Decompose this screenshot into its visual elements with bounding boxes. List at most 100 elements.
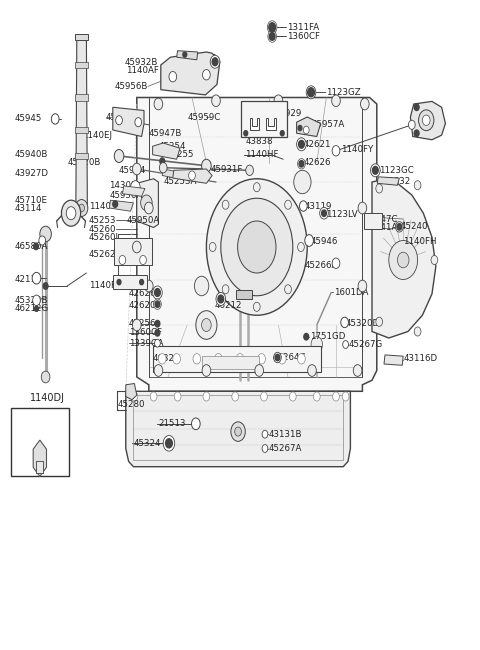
Polygon shape [109, 200, 133, 211]
Circle shape [221, 198, 293, 296]
Circle shape [342, 392, 349, 401]
Circle shape [280, 131, 284, 136]
Circle shape [408, 120, 415, 129]
Circle shape [159, 162, 167, 173]
Text: 45255: 45255 [167, 150, 194, 159]
Circle shape [193, 354, 201, 364]
Circle shape [166, 439, 172, 448]
Circle shape [308, 365, 316, 376]
Text: 43927D: 43927D [14, 169, 48, 178]
Text: 21513: 21513 [158, 419, 186, 428]
Polygon shape [266, 118, 276, 130]
Circle shape [79, 204, 84, 212]
Circle shape [269, 32, 275, 40]
Circle shape [267, 21, 277, 34]
Polygon shape [173, 169, 212, 183]
Circle shape [322, 210, 326, 216]
Circle shape [298, 242, 304, 252]
Circle shape [119, 255, 126, 265]
Circle shape [39, 236, 46, 245]
Circle shape [358, 202, 367, 214]
Text: 1430JB: 1430JB [109, 181, 140, 190]
Text: 45253: 45253 [89, 216, 116, 225]
Circle shape [218, 295, 224, 303]
Circle shape [192, 418, 200, 430]
Circle shape [132, 241, 141, 253]
Circle shape [144, 202, 153, 214]
Circle shape [414, 104, 419, 110]
Polygon shape [76, 39, 87, 208]
Circle shape [203, 70, 210, 80]
Text: 45323B: 45323B [14, 296, 48, 305]
Circle shape [183, 52, 187, 57]
Text: 46212: 46212 [215, 301, 242, 310]
Text: 43838: 43838 [246, 137, 273, 146]
Circle shape [376, 317, 383, 326]
Text: 46321: 46321 [153, 354, 180, 363]
Text: 46580A: 46580A [14, 242, 48, 251]
Circle shape [210, 55, 220, 68]
Circle shape [419, 110, 434, 131]
Circle shape [132, 163, 141, 175]
Text: 45260: 45260 [89, 225, 116, 234]
Circle shape [246, 165, 253, 176]
Circle shape [353, 365, 362, 376]
Polygon shape [33, 440, 47, 476]
Bar [36, 461, 43, 473]
Circle shape [203, 392, 210, 401]
Circle shape [232, 392, 239, 401]
Circle shape [298, 159, 305, 169]
Circle shape [358, 280, 367, 292]
Text: 43114: 43114 [14, 204, 42, 213]
Bar [113, 275, 147, 289]
Circle shape [160, 158, 165, 164]
Polygon shape [410, 101, 445, 140]
Circle shape [141, 195, 152, 211]
Circle shape [274, 95, 283, 107]
Text: 1140FC: 1140FC [89, 281, 122, 290]
Text: 42114: 42114 [14, 275, 42, 284]
Circle shape [222, 200, 229, 209]
Circle shape [32, 272, 41, 284]
Text: 45267A: 45267A [269, 444, 302, 453]
Circle shape [216, 292, 226, 306]
Text: 45260J: 45260J [89, 233, 119, 242]
Text: 1601DA: 1601DA [334, 288, 368, 297]
Text: 1140FZ: 1140FZ [89, 202, 121, 211]
Polygon shape [161, 52, 220, 95]
Circle shape [372, 166, 378, 174]
Circle shape [131, 181, 140, 194]
Circle shape [43, 283, 48, 289]
Circle shape [116, 116, 122, 125]
Circle shape [320, 207, 328, 219]
Circle shape [154, 299, 161, 309]
Text: 45940B: 45940B [14, 150, 48, 159]
Bar [364, 213, 382, 229]
Text: 45990A: 45990A [106, 112, 139, 122]
Polygon shape [377, 177, 399, 185]
Text: 45950A: 45950A [126, 216, 159, 225]
Bar [75, 62, 88, 68]
Circle shape [34, 297, 39, 304]
Circle shape [150, 392, 157, 401]
Text: 1360CF: 1360CF [287, 32, 320, 41]
Text: 45241A: 45241A [365, 223, 398, 232]
Text: 45931F: 45931F [210, 164, 242, 174]
Text: 45264C: 45264C [273, 353, 306, 362]
Circle shape [332, 258, 340, 268]
Text: 45957A: 45957A [312, 120, 345, 129]
Circle shape [313, 392, 320, 401]
Circle shape [231, 422, 245, 441]
Circle shape [371, 164, 380, 177]
Circle shape [299, 161, 304, 167]
Text: 45320D: 45320D [346, 319, 380, 328]
Circle shape [155, 320, 160, 327]
Circle shape [153, 286, 162, 299]
Text: 43119: 43119 [305, 202, 332, 211]
Text: 45266A: 45266A [305, 261, 338, 270]
Circle shape [299, 140, 304, 148]
Circle shape [155, 339, 160, 347]
Polygon shape [372, 179, 436, 338]
Circle shape [278, 354, 286, 364]
Text: 45936A: 45936A [109, 190, 143, 200]
